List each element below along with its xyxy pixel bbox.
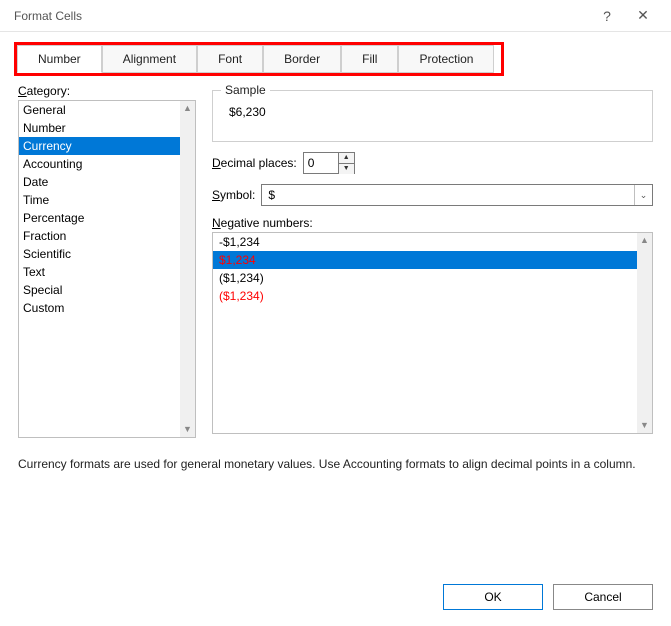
category-scrollbar[interactable]: ▲ ▼ [180, 101, 195, 437]
cancel-button[interactable]: Cancel [553, 584, 653, 610]
category-item[interactable]: Date [19, 173, 180, 191]
scroll-up-icon[interactable]: ▲ [183, 101, 192, 116]
negative-listbox[interactable]: -$1,234$1,234($1,234)($1,234) ▲ ▼ [212, 232, 653, 434]
chevron-down-icon[interactable]: ⌄ [634, 185, 652, 205]
symbol-select[interactable]: $ ⌄ [261, 184, 653, 206]
decimal-spinner[interactable]: ▲ ▼ [303, 152, 355, 174]
negative-item[interactable]: $1,234 [213, 251, 637, 269]
scroll-down-icon[interactable]: ▼ [183, 422, 192, 437]
category-item[interactable]: Accounting [19, 155, 180, 173]
tab-font[interactable]: Font [197, 45, 263, 73]
negative-item[interactable]: ($1,234) [213, 269, 637, 287]
category-listbox[interactable]: GeneralNumberCurrencyAccountingDateTimeP… [18, 100, 196, 438]
tab-protection[interactable]: Protection [398, 45, 494, 73]
scroll-up-icon[interactable]: ▲ [640, 233, 649, 248]
decimal-input[interactable] [304, 153, 338, 173]
category-item[interactable]: Number [19, 119, 180, 137]
description-text: Currency formats are used for general mo… [0, 438, 671, 473]
negative-scrollbar[interactable]: ▲ ▼ [637, 233, 652, 433]
dialog-footer: OK Cancel [443, 584, 653, 610]
category-label: Category: [18, 84, 196, 98]
scroll-down-icon[interactable]: ▼ [640, 418, 649, 433]
tabs-highlight-box: NumberAlignmentFontBorderFillProtection [14, 42, 504, 76]
category-item[interactable]: Text [19, 263, 180, 281]
tab-fill[interactable]: Fill [341, 45, 398, 73]
tab-strip: NumberAlignmentFontBorderFillProtection [17, 45, 501, 73]
category-item[interactable]: Custom [19, 299, 180, 317]
negative-item[interactable]: ($1,234) [213, 287, 637, 305]
tab-alignment[interactable]: Alignment [102, 45, 197, 73]
ok-button[interactable]: OK [443, 584, 543, 610]
spin-down-icon[interactable]: ▼ [339, 164, 354, 174]
category-item[interactable]: Currency [19, 137, 180, 155]
close-icon[interactable]: ✕ [625, 7, 661, 24]
negative-label: Negative numbers: [212, 216, 653, 230]
category-item[interactable]: General [19, 101, 180, 119]
symbol-label: Symbol: [212, 188, 255, 202]
window-title: Format Cells [14, 9, 589, 23]
sample-group: Sample $6,230 [212, 90, 653, 142]
category-item[interactable]: Percentage [19, 209, 180, 227]
spin-up-icon[interactable]: ▲ [339, 153, 354, 164]
decimal-label: Decimal places: [212, 156, 297, 170]
category-item[interactable]: Special [19, 281, 180, 299]
symbol-value: $ [262, 188, 634, 202]
category-item[interactable]: Scientific [19, 245, 180, 263]
help-icon[interactable]: ? [589, 8, 625, 24]
category-item[interactable]: Time [19, 191, 180, 209]
sample-value: $6,230 [223, 105, 642, 119]
tab-border[interactable]: Border [263, 45, 341, 73]
category-item[interactable]: Fraction [19, 227, 180, 245]
negative-item[interactable]: -$1,234 [213, 233, 637, 251]
sample-legend: Sample [221, 83, 270, 97]
titlebar: Format Cells ? ✕ [0, 0, 671, 32]
tab-number[interactable]: Number [17, 45, 102, 73]
